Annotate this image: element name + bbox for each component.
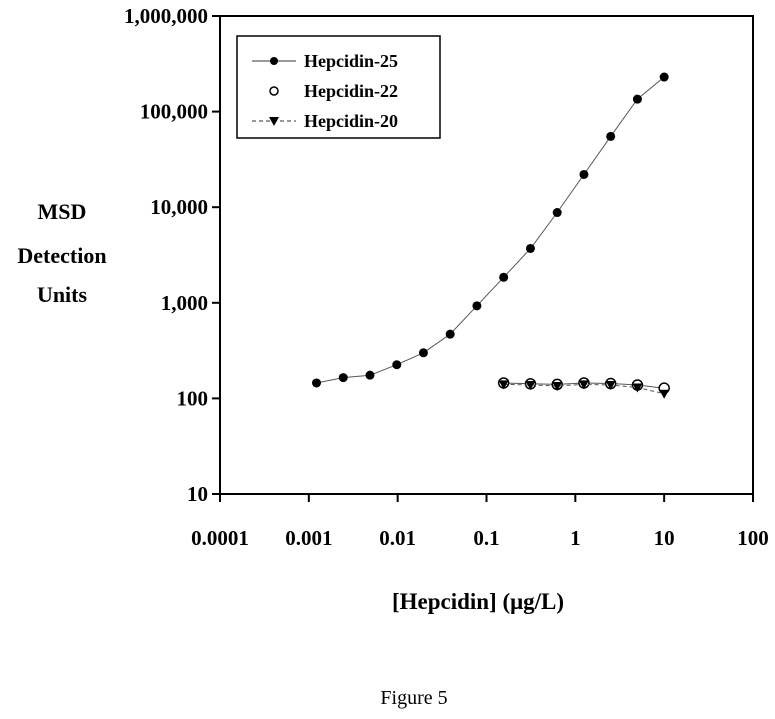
figure-caption: Figure 5 [380,687,447,709]
data-point-hepcidin-25 [445,329,455,339]
legend-label-hepcidin-20: Hepcidin-20 [304,111,398,131]
data-point-hepcidin-25 [525,243,535,253]
data-point-hepcidin-20 [605,381,616,391]
y-axis: 10 100 1,000 10,000 100,000 1,000,000 [124,4,220,506]
y-axis-label-line-3: Units [37,282,88,307]
data-point-hepcidin-20 [632,383,643,393]
data-point-hepcidin-25 [338,373,348,383]
y-tick-label: 1,000,000 [124,4,208,28]
series-layer [312,72,670,399]
legend: Hepcidin-25 Hepcidin-22 Hepcidin-20 [236,35,441,139]
data-point-hepcidin-20 [552,381,563,391]
data-point-hepcidin-25 [606,131,616,141]
y-axis-label-line-1: MSD [38,199,87,224]
legend-box [236,35,441,139]
y-axis-label-line-2: Detection [17,243,106,268]
x-tick-label: 0.01 [379,526,416,550]
data-point-hepcidin-20 [525,381,536,391]
data-point-hepcidin-20 [578,380,589,390]
data-point-hepcidin-25 [579,169,589,179]
data-point-hepcidin-25 [472,301,482,311]
y-tick-label: 1,000 [161,291,208,315]
legend-label-hepcidin-25: Hepcidin-25 [304,51,398,71]
legend-label-hepcidin-22: Hepcidin-22 [304,81,398,101]
legend-item-hepcidin-25: Hepcidin-25 [252,51,398,71]
y-tick-label: 10,000 [150,195,208,219]
x-tick-label: 100 [737,526,769,550]
y-tick-label: 100 [177,386,209,410]
legend-item-hepcidin-22: Hepcidin-22 [269,81,398,101]
data-point-hepcidin-20 [498,380,509,390]
data-point-hepcidin-25 [659,72,669,82]
data-point-hepcidin-25 [312,378,322,388]
x-tick-label: 0.001 [285,526,332,550]
data-point-hepcidin-25 [499,272,509,282]
data-point-hepcidin-25 [392,360,402,370]
legend-marker-hepcidin-20 [269,117,279,126]
y-tick-label: 100,000 [140,100,208,124]
series-line-hepcidin-25 [316,76,665,384]
x-axis: 0.0001 0.001 0.01 0.1 1 10 100 [191,494,769,550]
data-point-hepcidin-25 [365,370,375,380]
x-axis-label: [Hepcidin] (μg/L) [392,589,564,614]
data-point-hepcidin-25 [418,348,428,358]
data-point-hepcidin-20 [659,389,670,399]
legend-marker-hepcidin-22 [269,86,279,96]
x-tick-label: 0.0001 [191,526,249,550]
legend-item-hepcidin-20: Hepcidin-20 [252,111,398,131]
data-point-hepcidin-25 [552,208,562,218]
x-tick-label: 0.1 [473,526,499,550]
x-tick-label: 10 [654,526,675,550]
data-point-hepcidin-25 [632,94,642,104]
y-tick-label: 10 [187,482,208,506]
x-tick-label: 1 [570,526,581,550]
y-axis-label: MSD Detection Units [17,199,106,307]
legend-marker-hepcidin-25 [270,57,278,65]
